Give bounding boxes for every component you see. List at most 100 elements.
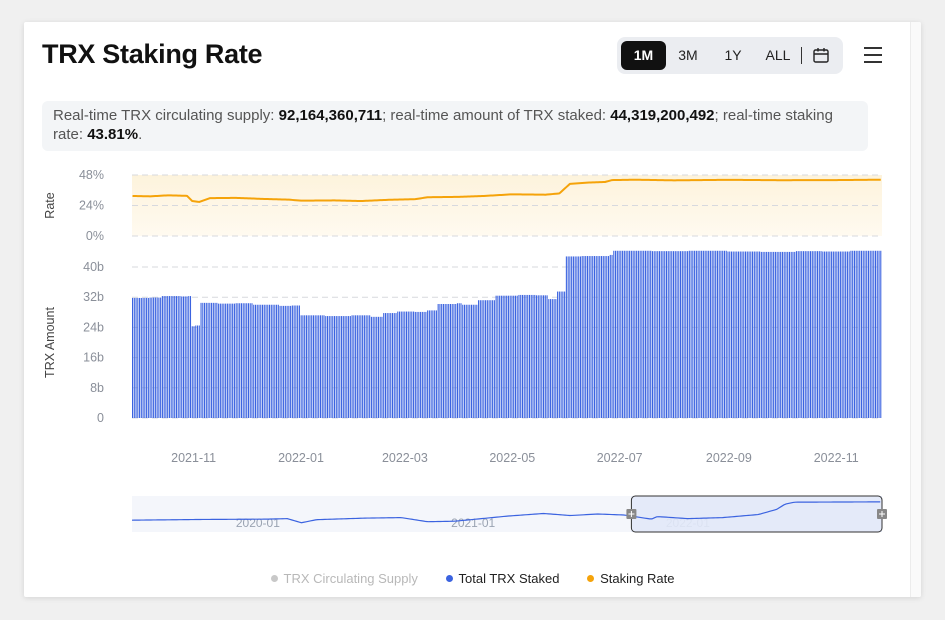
summary-end: . bbox=[138, 126, 143, 143]
staked-bar bbox=[664, 251, 666, 418]
staked-bar bbox=[160, 297, 162, 418]
staked-bar bbox=[657, 251, 659, 418]
staked-bar bbox=[648, 250, 650, 418]
staked-bar bbox=[158, 297, 160, 418]
staked-bar bbox=[702, 250, 704, 418]
staked-bar bbox=[434, 310, 436, 418]
calendar-icon[interactable] bbox=[808, 43, 834, 69]
navigator-line bbox=[131, 501, 881, 524]
staked-bar bbox=[463, 304, 466, 418]
staked-bar bbox=[650, 250, 652, 418]
staked-bar bbox=[161, 296, 163, 418]
staked-bar bbox=[859, 250, 861, 418]
staked-bar bbox=[852, 250, 854, 418]
staked-bar bbox=[427, 310, 429, 418]
staked-bar bbox=[144, 297, 146, 418]
staked-bar bbox=[319, 315, 322, 418]
staked-bar bbox=[486, 300, 488, 418]
staked-bar bbox=[167, 296, 169, 418]
hamburger-menu-icon[interactable] bbox=[862, 44, 884, 66]
staked-bar bbox=[428, 310, 430, 418]
amount-tick-label: 24b bbox=[83, 320, 104, 334]
staked-bar bbox=[469, 304, 471, 418]
staked-bar bbox=[151, 297, 153, 418]
staked-bar bbox=[281, 305, 283, 418]
staked-bar bbox=[551, 299, 553, 418]
staked-bar bbox=[643, 250, 645, 418]
range-3m-button[interactable]: 3M bbox=[678, 47, 698, 63]
staked-bar bbox=[804, 251, 806, 418]
staked-bar bbox=[344, 316, 346, 418]
staked-bar bbox=[829, 251, 831, 418]
staked-bar bbox=[672, 251, 675, 418]
staked-bar bbox=[312, 315, 314, 418]
staked-bar bbox=[291, 305, 293, 418]
staked-bar bbox=[862, 250, 864, 418]
staked-bar bbox=[318, 315, 320, 418]
range-divider bbox=[801, 47, 802, 64]
staked-bar bbox=[453, 304, 455, 418]
staked-bar bbox=[583, 256, 585, 418]
staked-bar bbox=[680, 251, 682, 418]
staked-bar bbox=[606, 256, 608, 418]
staked-bar bbox=[511, 295, 513, 418]
staked-bar bbox=[825, 251, 827, 418]
staked-bar bbox=[251, 303, 253, 418]
staked-bar bbox=[388, 313, 390, 418]
staked-bar bbox=[843, 251, 845, 418]
staked-bar bbox=[876, 250, 878, 418]
legend-total-staked[interactable]: Total TRX Staked bbox=[445, 571, 559, 586]
staked-bar bbox=[233, 303, 235, 418]
staked-bar bbox=[225, 303, 227, 418]
staked-bar bbox=[189, 296, 192, 418]
staked-bar bbox=[397, 311, 399, 418]
staked-bar bbox=[818, 251, 820, 418]
staked-bar bbox=[504, 295, 506, 418]
staked-bar bbox=[548, 299, 550, 418]
staked-bar bbox=[237, 303, 239, 418]
staking-chart[interactable]: 48% 24% 0% 40b 32b 24b 16b 8b 0 Rate TRX Amount 202… bbox=[24, 22, 921, 567]
staked-bar bbox=[692, 250, 694, 418]
staked-bar bbox=[767, 251, 769, 418]
staked-bar bbox=[333, 316, 336, 418]
staked-bar bbox=[788, 251, 790, 418]
staked-bar bbox=[212, 302, 214, 418]
staked-bar bbox=[655, 251, 657, 418]
staked-bar bbox=[831, 251, 833, 418]
staked-bar bbox=[246, 303, 248, 418]
staked-bar bbox=[834, 251, 836, 418]
staked-bar bbox=[202, 302, 204, 418]
staked-bar bbox=[209, 302, 211, 418]
range-1y-button[interactable]: 1Y bbox=[724, 47, 742, 63]
staked-bar bbox=[325, 316, 327, 418]
range-1m-button[interactable]: 1M bbox=[621, 41, 666, 70]
staked-bar bbox=[174, 296, 176, 418]
legend-circulating-supply[interactable]: TRX Circulating Supply bbox=[270, 571, 418, 586]
staked-bar bbox=[637, 250, 639, 418]
staked-bar bbox=[286, 305, 288, 418]
staked-bar bbox=[521, 294, 524, 418]
staked-bar bbox=[546, 295, 548, 418]
staked-bar bbox=[760, 251, 762, 418]
staked-bar bbox=[328, 316, 330, 418]
staked-bar bbox=[695, 250, 697, 418]
staked-bar bbox=[163, 296, 165, 418]
staked-bar bbox=[305, 315, 307, 418]
staked-bar bbox=[500, 295, 502, 418]
staked-bar bbox=[736, 251, 738, 418]
staked-bar bbox=[430, 310, 432, 418]
navigator-right-handle[interactable] bbox=[877, 509, 887, 519]
staked-bar bbox=[739, 251, 741, 418]
legend-staking-rate[interactable]: Staking Rate bbox=[587, 571, 675, 586]
staked-bar bbox=[290, 305, 292, 418]
range-all-button[interactable]: ALL bbox=[765, 47, 791, 63]
staked-bar bbox=[578, 256, 580, 418]
staked-bar bbox=[774, 251, 776, 418]
x-tick-label: 2022-03 bbox=[382, 451, 428, 465]
staked-bar bbox=[492, 300, 494, 418]
staked-bar bbox=[188, 296, 190, 418]
navigator-left-handle[interactable] bbox=[626, 509, 637, 519]
scrollbar-track[interactable] bbox=[910, 22, 921, 597]
x-tick-label: 2022-05 bbox=[489, 451, 535, 465]
